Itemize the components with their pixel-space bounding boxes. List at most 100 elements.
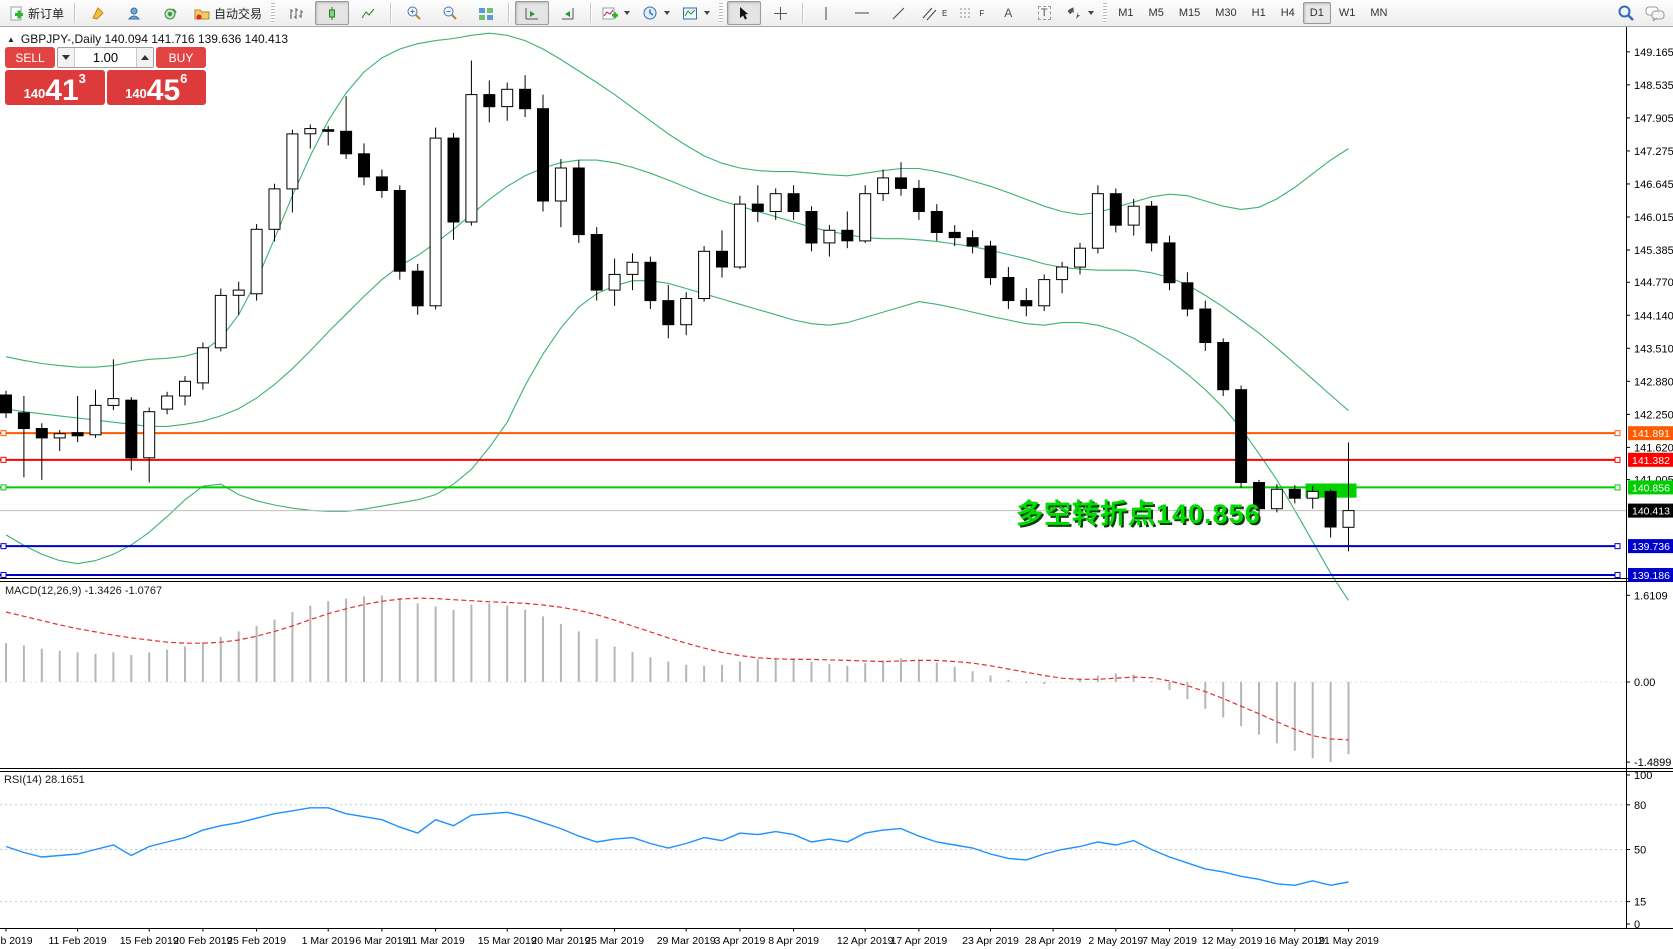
user-icon	[127, 6, 142, 21]
one-click-trading-panel: SELL 1.00 BUY 140 41 3 140 45 6	[5, 47, 206, 105]
sell-price-button[interactable]: 140 41 3	[5, 70, 105, 105]
separator	[508, 3, 511, 23]
cursor-button[interactable]	[727, 1, 762, 25]
timeframe-mn-button[interactable]: MN	[1370, 7, 1388, 19]
svg-text:100: 100	[1634, 770, 1652, 782]
candlestick-button[interactable]	[315, 1, 350, 25]
timeframe-m1-button[interactable]: M1	[1118, 7, 1134, 19]
periods-button[interactable]	[637, 1, 675, 25]
svg-text:0.00: 0.00	[1634, 677, 1655, 689]
svg-text:16 May 2019: 16 May 2019	[1264, 935, 1325, 947]
notes-button[interactable]	[81, 1, 115, 25]
level-lines[interactable]	[0, 430, 1626, 578]
tile-windows-button[interactable]	[469, 1, 503, 25]
buy-price-button[interactable]: 140 45 6	[106, 70, 206, 107]
svg-text:20 Feb 2019: 20 Feb 2019	[173, 935, 232, 947]
svg-text:12 Apr 2019: 12 Apr 2019	[837, 935, 894, 947]
svg-text:25 Mar 2019: 25 Mar 2019	[585, 935, 644, 947]
chevron-down-icon	[664, 11, 671, 15]
vertical-line-button[interactable]	[809, 1, 843, 25]
separator	[390, 3, 393, 23]
separator	[802, 3, 805, 23]
svg-text:140.413: 140.413	[1632, 506, 1670, 518]
svg-text:11 Mar 2019: 11 Mar 2019	[407, 935, 465, 947]
volume-increase-button[interactable]	[136, 48, 153, 67]
indicators-button[interactable]	[597, 1, 635, 25]
vertical-line-icon	[821, 6, 831, 21]
chart-canvas[interactable]: 149.165 148.535 147.905 147.275 146.645 146.0…	[0, 27, 1673, 949]
svg-text:20 Mar 2019: 20 Mar 2019	[531, 935, 590, 947]
candlestick-icon	[325, 6, 340, 21]
toolbar-grip	[1103, 3, 1108, 23]
bar-chart-icon	[289, 6, 304, 21]
toolbar: 新订单 自动交易	[0, 0, 1673, 27]
rsi-indicator-label: RSI(14) 28.1651	[4, 774, 85, 786]
line-chart-icon	[361, 6, 376, 21]
community-button[interactable]	[117, 1, 151, 25]
auto-trading-button[interactable]: 自动交易	[189, 1, 267, 25]
chevron-down-icon	[624, 11, 631, 15]
timeframe-d1-button[interactable]: D1	[1302, 2, 1331, 24]
svg-text:29 Mar 2019: 29 Mar 2019	[657, 935, 716, 947]
timeframe-m30-button[interactable]: M30	[1215, 7, 1237, 19]
new-order-label: 新订单	[28, 6, 65, 21]
pivot-annotation[interactable]: 多空转折点140.856	[1016, 499, 1261, 529]
timeframe-m5-button[interactable]: M5	[1148, 7, 1164, 19]
svg-text:147.275: 147.275	[1634, 146, 1673, 158]
svg-text:144.140: 144.140	[1634, 310, 1673, 322]
buy-button[interactable]: BUY	[156, 47, 206, 68]
crosshair-button[interactable]	[763, 1, 797, 25]
horizontal-line-button[interactable]	[845, 1, 879, 25]
buy-price-pips: 45	[146, 73, 181, 107]
volume-decrease-button[interactable]	[58, 48, 75, 67]
trendline-button[interactable]	[881, 1, 915, 25]
timeframe-m15-button[interactable]: M15	[1178, 7, 1201, 19]
timeframe-h1-button[interactable]: H1	[1251, 7, 1266, 19]
sell-button[interactable]: SELL	[5, 47, 55, 68]
templates-button[interactable]	[677, 1, 715, 25]
chart-title-text: GBPJPY-,Daily 140.094 141.716 139.636 14…	[20, 32, 289, 46]
sell-price-pips: 41	[45, 73, 79, 107]
svg-text:141.382: 141.382	[1632, 455, 1670, 467]
new-order-button[interactable]: 新订单	[4, 1, 69, 25]
triangle-down-icon	[62, 55, 70, 60]
svg-text:139.736: 139.736	[1632, 541, 1670, 553]
chart-shift-icon	[560, 6, 576, 21]
volume-stepper: 1.00	[57, 47, 154, 68]
arrows-icon	[1067, 6, 1082, 21]
periods-icon	[642, 5, 658, 21]
timeframe-h4-button[interactable]: H4	[1280, 7, 1295, 19]
broadcast-button[interactable]	[153, 1, 187, 25]
chart-shift-button[interactable]	[551, 1, 585, 25]
svg-text:-1.4899: -1.4899	[1634, 757, 1671, 769]
svg-text:1.6109: 1.6109	[1634, 590, 1668, 602]
auto-scroll-button[interactable]	[515, 1, 550, 25]
svg-text:5 Feb 2019: 5 Feb 2019	[0, 935, 33, 947]
svg-text:139.186: 139.186	[1632, 570, 1670, 582]
crosshair-icon	[773, 6, 788, 21]
search-icon[interactable]	[1617, 4, 1635, 22]
arrows-button[interactable]	[1063, 1, 1099, 25]
text-label-button[interactable]: T	[1027, 1, 1061, 25]
chat-icon[interactable]	[1645, 5, 1665, 22]
text-button[interactable]: A	[991, 1, 1025, 25]
svg-text:147.905: 147.905	[1634, 113, 1673, 125]
fibonacci-button[interactable]: F	[954, 1, 989, 25]
toolbar-grip	[719, 3, 724, 23]
collapse-panel-icon[interactable]: ▲	[7, 34, 15, 44]
zoom-out-button[interactable]	[433, 1, 467, 25]
bar-chart-button[interactable]	[279, 1, 313, 25]
fibonacci-icon	[959, 6, 975, 21]
volume-input[interactable]: 1.00	[92, 50, 119, 65]
svg-text:17 Apr 2019: 17 Apr 2019	[891, 935, 948, 947]
svg-text:12 May 2019: 12 May 2019	[1202, 935, 1263, 947]
line-chart-button[interactable]	[351, 1, 385, 25]
svg-text:148.535: 148.535	[1634, 80, 1673, 92]
svg-text:140.856: 140.856	[1632, 482, 1670, 494]
zoom-in-button[interactable]	[397, 1, 431, 25]
svg-text:2 May 2019: 2 May 2019	[1088, 935, 1143, 947]
indicators-icon	[602, 6, 619, 21]
timeframe-w1-button[interactable]: W1	[1338, 7, 1356, 19]
channel-button[interactable]: E	[917, 1, 952, 25]
